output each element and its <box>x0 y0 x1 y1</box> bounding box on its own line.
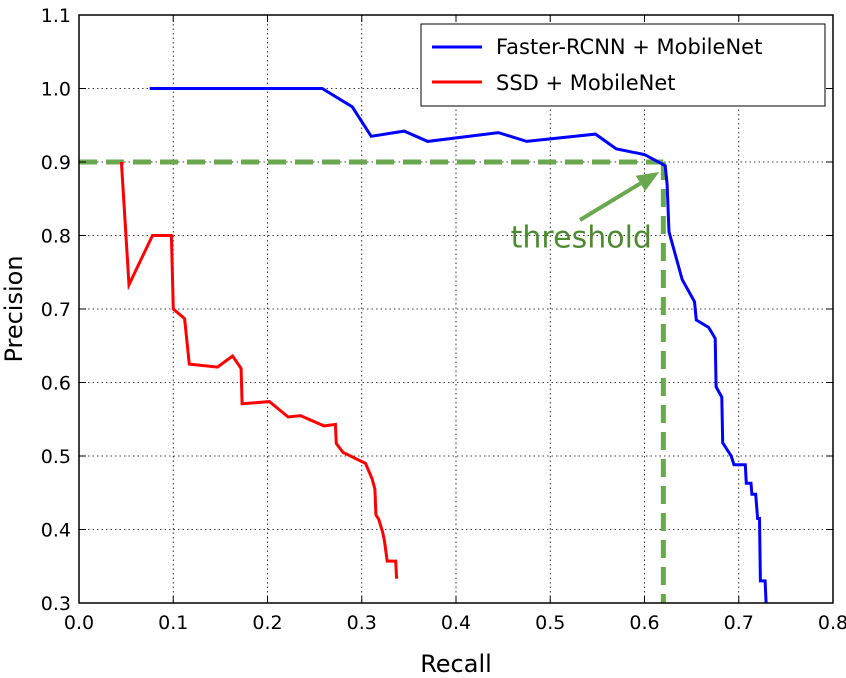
x-tick-label: 0.7 <box>724 612 754 634</box>
y-tick-label: 1.0 <box>41 79 71 101</box>
legend-label-ssd: SSD + MobileNet <box>496 71 676 95</box>
series-line-0 <box>149 87 768 603</box>
x-tick-label: 0.4 <box>441 612 471 634</box>
x-tick-label: 0.1 <box>158 612 188 634</box>
legend-label-faster-rcnn: Faster-RCNN + MobileNet <box>496 35 762 59</box>
x-axis-label: Recall <box>420 650 492 678</box>
legend-box <box>420 23 826 107</box>
x-tick-label: 0.2 <box>252 612 282 634</box>
x-tick-label: 0.5 <box>535 612 565 634</box>
y-tick-label: 0.8 <box>41 226 71 248</box>
x-tick-label: 0.0 <box>64 612 94 634</box>
y-tick-label: 0.9 <box>41 152 71 174</box>
x-tick-label: 0.8 <box>818 612 846 634</box>
y-tick-label: 1.1 <box>41 5 71 27</box>
y-tick-label: 0.6 <box>41 373 71 395</box>
y-axis-label: Precision <box>0 255 28 362</box>
threshold-arrow-line <box>578 181 642 222</box>
axis-ticks: 0.0 0.1 0.2 0.3 0.4 0.5 0.6 0.7 0.8 0.3 0.4 0.5 0.6 0… <box>41 5 846 634</box>
y-tick-label: 0.3 <box>41 593 71 615</box>
y-tick-label: 0.4 <box>41 520 71 542</box>
threshold-arrow-head <box>635 172 660 192</box>
y-tick-label: 0.7 <box>41 299 71 321</box>
threshold-annotation: threshold <box>511 172 660 256</box>
series-line-1 <box>119 161 399 579</box>
y-tick-label: 0.5 <box>41 446 71 468</box>
x-tick-label: 0.3 <box>347 612 377 634</box>
series-layer <box>119 87 768 603</box>
x-tick-label: 0.6 <box>629 612 659 634</box>
legend: Faster-RCNN + MobileNet SSD + MobileNet <box>420 23 826 107</box>
threshold-reference-lines <box>79 159 666 603</box>
threshold-label: threshold <box>511 221 652 256</box>
